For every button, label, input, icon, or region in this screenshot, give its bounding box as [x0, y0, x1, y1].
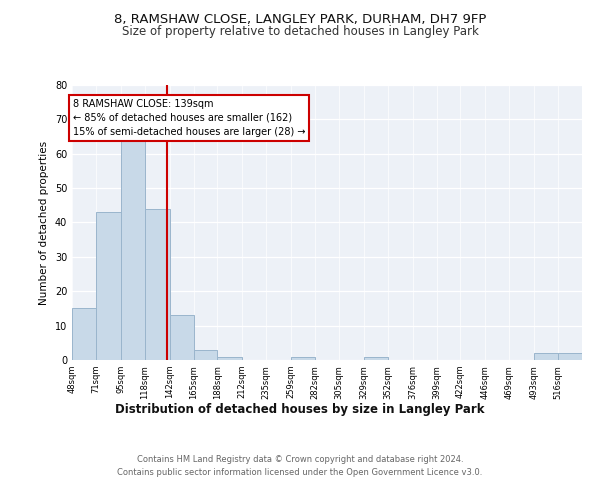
Bar	[217, 356, 242, 360]
Bar	[145, 209, 170, 360]
Bar	[96, 212, 121, 360]
Text: 8, RAMSHAW CLOSE, LANGLEY PARK, DURHAM, DH7 9FP: 8, RAMSHAW CLOSE, LANGLEY PARK, DURHAM, …	[114, 12, 486, 26]
Bar	[194, 350, 217, 360]
Text: Size of property relative to detached houses in Langley Park: Size of property relative to detached ho…	[122, 25, 478, 38]
Bar	[170, 316, 194, 360]
Bar	[364, 356, 388, 360]
Bar	[121, 133, 145, 360]
Bar	[558, 353, 582, 360]
Text: Distribution of detached houses by size in Langley Park: Distribution of detached houses by size …	[115, 402, 485, 415]
Y-axis label: Number of detached properties: Number of detached properties	[39, 140, 49, 304]
Bar	[291, 356, 315, 360]
Bar	[534, 353, 558, 360]
Bar	[72, 308, 96, 360]
Text: 8 RAMSHAW CLOSE: 139sqm
← 85% of detached houses are smaller (162)
15% of semi-d: 8 RAMSHAW CLOSE: 139sqm ← 85% of detache…	[73, 98, 305, 136]
Text: Contains HM Land Registry data © Crown copyright and database right 2024.
Contai: Contains HM Land Registry data © Crown c…	[118, 455, 482, 477]
